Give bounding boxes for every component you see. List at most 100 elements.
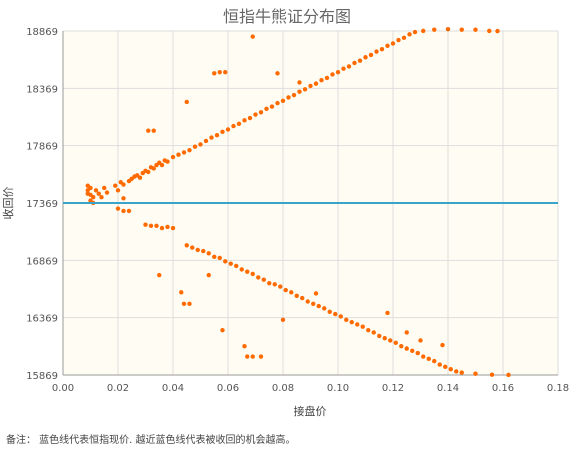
- data-point: [338, 314, 343, 319]
- data-point: [333, 311, 338, 317]
- data-point: [154, 223, 159, 229]
- data-point: [410, 348, 415, 354]
- data-point: [151, 128, 156, 133]
- data-point: [192, 144, 198, 149]
- data-point: [165, 224, 170, 230]
- y-tick-label: 17869: [26, 142, 58, 153]
- data-point: [495, 28, 500, 34]
- data-point: [159, 225, 165, 231]
- data-point: [269, 104, 275, 109]
- data-point: [404, 330, 409, 335]
- data-point: [313, 291, 319, 296]
- data-point: [297, 80, 302, 85]
- data-point: [217, 69, 222, 75]
- x-tick-label: 0.04: [162, 383, 184, 394]
- data-point: [421, 28, 426, 34]
- data-point: [377, 333, 382, 339]
- data-point: [305, 299, 310, 304]
- data-point: [289, 290, 294, 295]
- x-tick-label: 0.14: [437, 383, 459, 394]
- x-tick-label: 0.16: [492, 383, 514, 394]
- data-point: [209, 135, 214, 140]
- footnote: 备注： 蓝色线代表恒指现价. 越近蓝色线代表被收回的机会越高。: [6, 435, 296, 446]
- data-point: [445, 26, 451, 32]
- x-tick-label: 0.06: [217, 383, 239, 394]
- data-point: [115, 188, 121, 193]
- data-point: [115, 206, 121, 211]
- data-point: [407, 32, 412, 37]
- data-point: [206, 251, 211, 256]
- data-point: [267, 280, 272, 286]
- x-tick-label: 0.10: [327, 383, 349, 394]
- y-tick-label: 16369: [26, 314, 58, 325]
- data-point: [357, 58, 363, 63]
- data-point: [286, 95, 291, 100]
- y-tick-label: 16869: [26, 256, 58, 267]
- data-point: [181, 150, 187, 155]
- data-point: [437, 362, 442, 367]
- data-point: [223, 259, 228, 264]
- data-point: [223, 69, 228, 75]
- data-point: [146, 128, 151, 133]
- data-point: [236, 121, 242, 126]
- data-point: [302, 87, 308, 92]
- data-point: [272, 282, 277, 287]
- data-point: [121, 208, 126, 214]
- data-point: [148, 223, 154, 229]
- data-point: [399, 344, 404, 349]
- data-point: [385, 310, 390, 316]
- y-tick-label: 18869: [26, 27, 58, 38]
- tick-labels: 0.00 0.02 0.04 0.06 0.08 0.10 0.12 0.14 0.16 0.18…: [26, 27, 569, 394]
- data-point: [187, 147, 192, 153]
- data-point: [459, 370, 464, 375]
- data-point: [245, 269, 250, 274]
- data-point: [187, 301, 192, 306]
- data-point: [264, 106, 269, 112]
- x-tick-label: 0.12: [382, 383, 404, 394]
- data-point: [220, 327, 225, 333]
- data-point: [448, 366, 453, 372]
- y-tick-label: 17369: [26, 199, 58, 210]
- data-point: [250, 271, 255, 277]
- data-point: [231, 123, 236, 129]
- data-point: [346, 64, 352, 69]
- data-point: [412, 29, 418, 35]
- data-point: [220, 129, 225, 134]
- data-point: [489, 372, 495, 377]
- data-point: [401, 35, 407, 40]
- data-point: [261, 277, 266, 282]
- data-point: [432, 27, 437, 32]
- data-point: [99, 194, 104, 200]
- data-point: [330, 72, 335, 77]
- data-point: [256, 275, 261, 280]
- data-point: [159, 162, 165, 168]
- data-point: [390, 41, 396, 46]
- data-point: [275, 71, 280, 76]
- data-point: [195, 247, 200, 253]
- data-point: [247, 115, 253, 121]
- x-axis-label: 接盘价: [294, 404, 327, 418]
- x-tick-label: 0.08: [272, 383, 294, 394]
- data-point: [102, 185, 107, 191]
- x-tick-label: 0.18: [547, 383, 569, 394]
- data-point: [459, 27, 464, 32]
- data-point: [374, 49, 379, 54]
- data-point: [126, 208, 132, 214]
- data-point: [324, 75, 330, 81]
- data-point: [280, 98, 286, 104]
- data-point: [234, 263, 239, 269]
- data-point: [280, 317, 286, 323]
- data-point: [212, 254, 217, 259]
- chart-title: 恒指牛熊证分布图: [223, 7, 351, 26]
- data-point: [146, 169, 151, 175]
- data-point: [473, 27, 478, 32]
- data-point: [327, 309, 332, 315]
- data-point: [121, 196, 126, 201]
- data-point: [104, 190, 110, 195]
- data-point: [443, 364, 448, 370]
- data-point: [363, 55, 368, 60]
- data-point: [297, 89, 302, 94]
- data-point: [190, 245, 195, 250]
- data-point: [294, 293, 299, 298]
